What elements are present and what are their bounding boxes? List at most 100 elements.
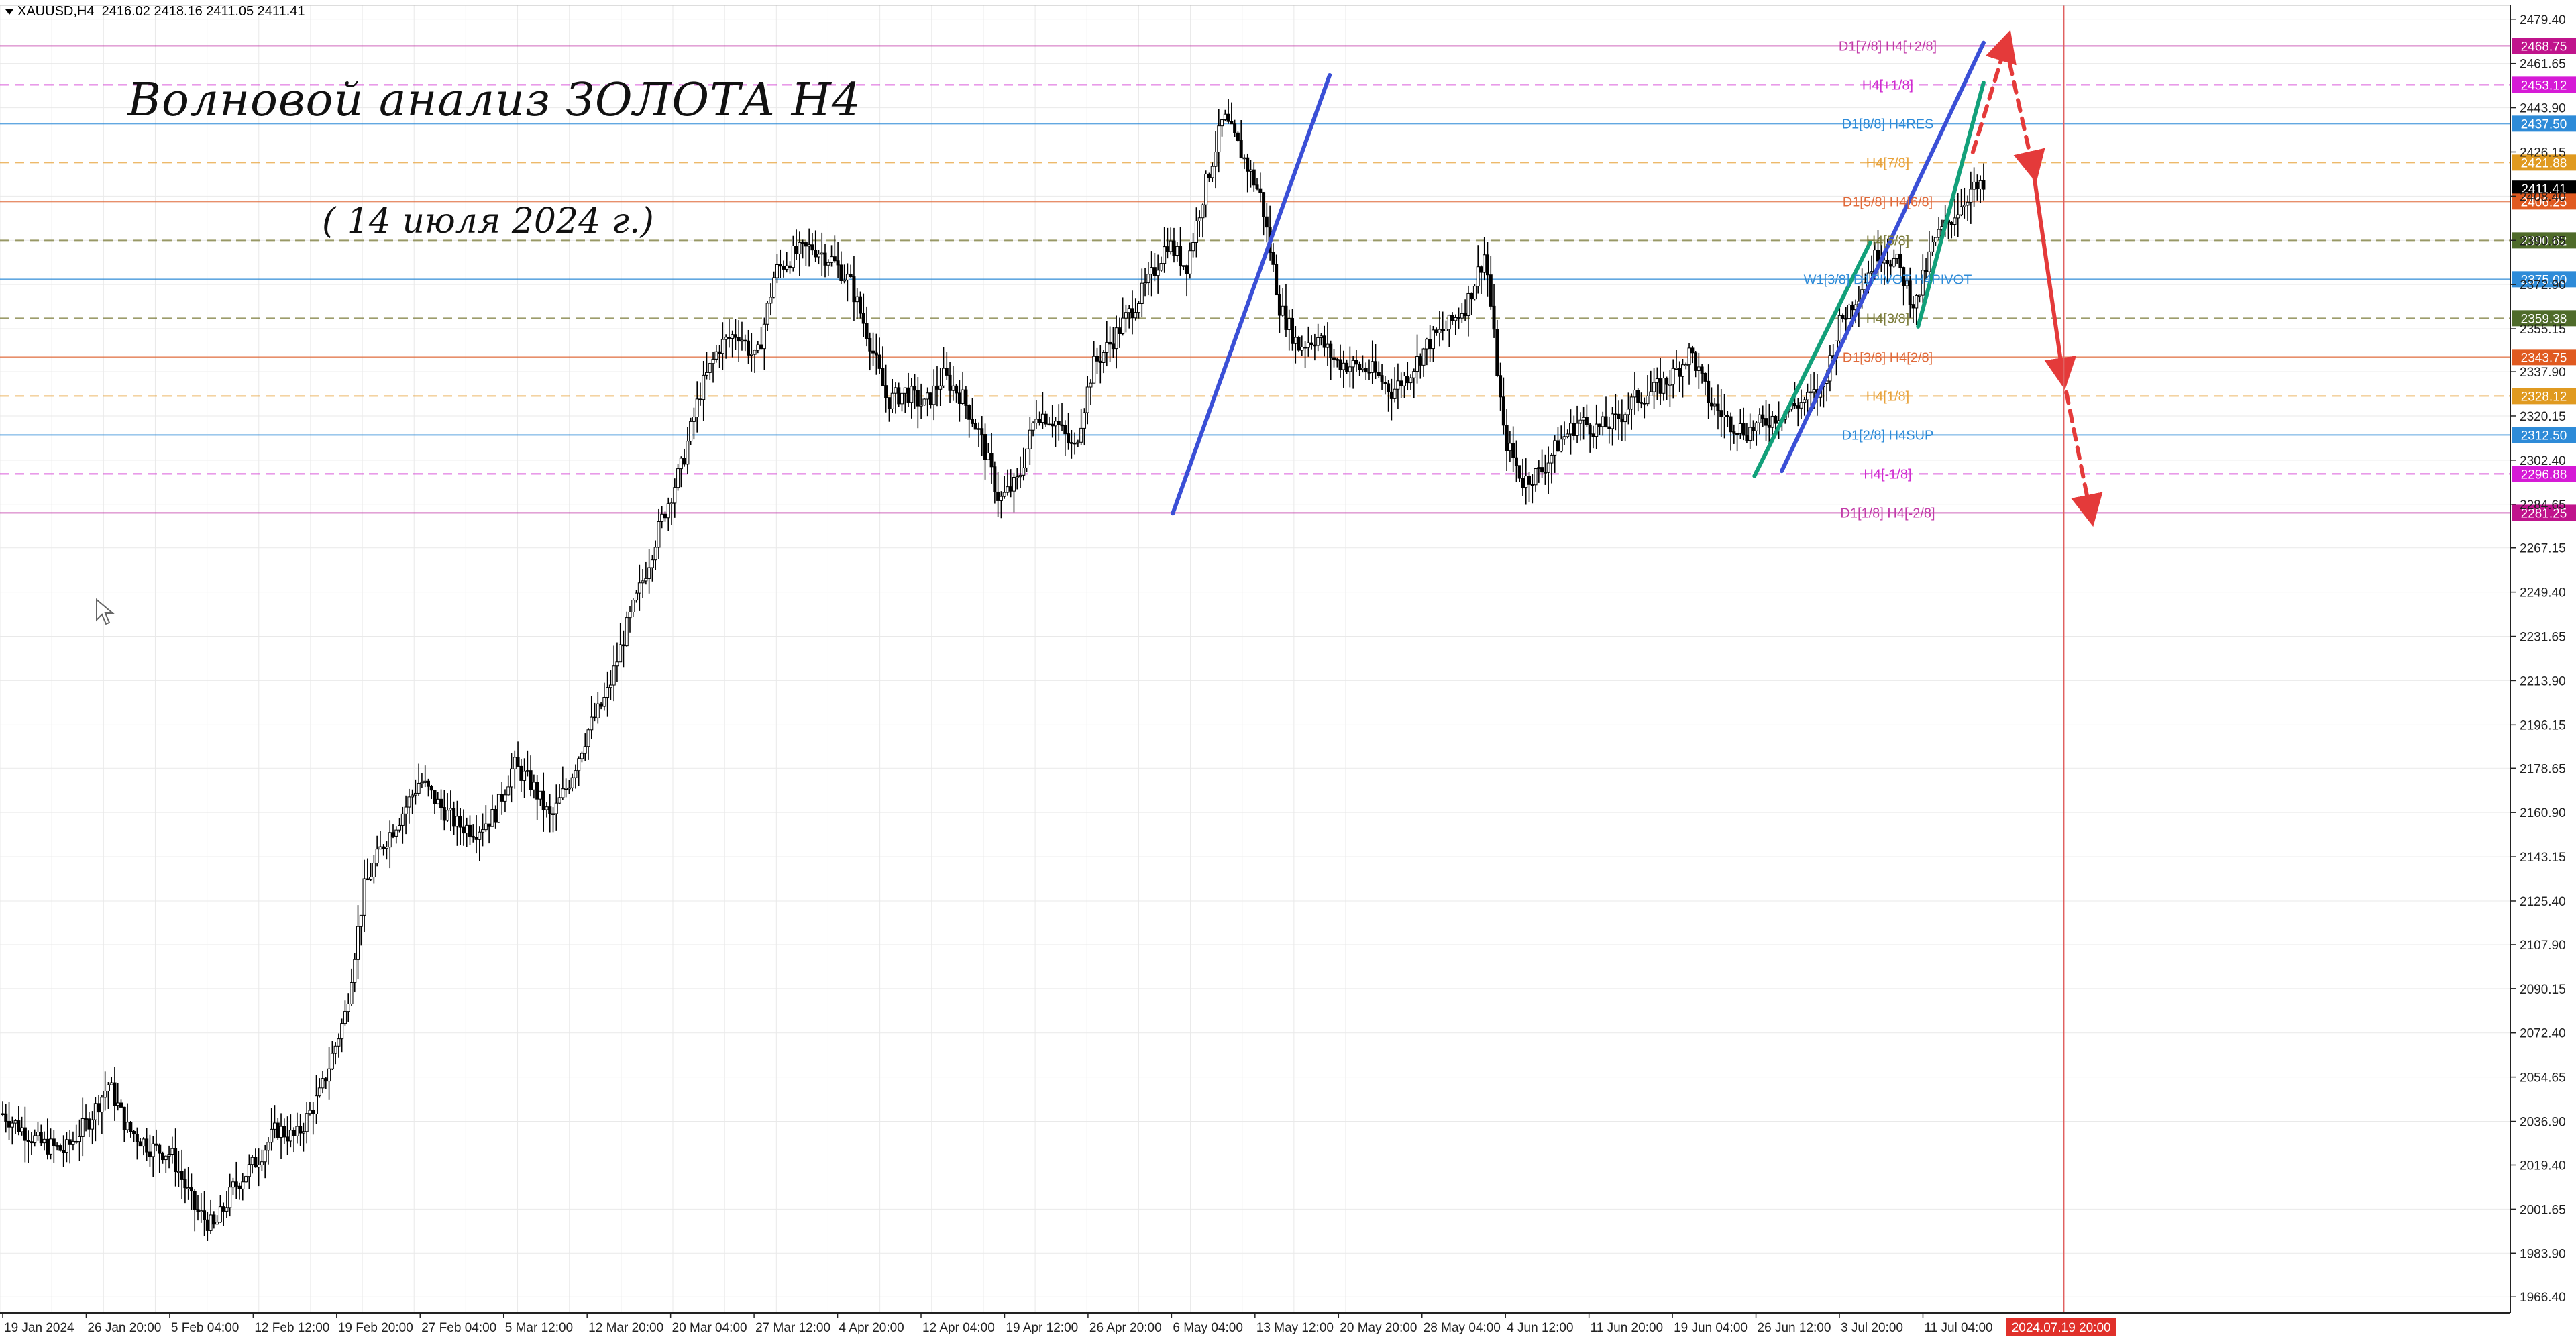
candle-body	[858, 296, 862, 314]
candle-body	[382, 846, 386, 849]
candle-body	[158, 1144, 162, 1154]
candle-body	[1345, 362, 1349, 372]
candle-body	[221, 1206, 225, 1212]
candle-body	[608, 684, 612, 688]
candle-body	[1902, 267, 1906, 286]
candle-body	[973, 423, 977, 430]
candle-body	[804, 242, 808, 247]
ohlc-readout: 2416.02 2418.16 2411.05 2411.41	[101, 4, 305, 19]
candle-body	[417, 782, 421, 794]
candle-body	[938, 385, 943, 390]
level-label: H4[+1/8]	[1862, 78, 1913, 93]
x-tick-label: 5 Mar 12:00	[505, 1321, 573, 1335]
candle-body	[980, 428, 984, 435]
candle-body	[807, 244, 811, 247]
candle-body	[1514, 457, 1518, 466]
candle-body	[113, 1082, 117, 1106]
candle-body	[286, 1136, 290, 1142]
y-tick-label: 2479.40	[2520, 13, 2566, 28]
candle-body	[1015, 476, 1019, 478]
candle-body	[1709, 402, 1713, 407]
candle-body	[1681, 364, 1685, 377]
candle-body	[1018, 474, 1022, 478]
forecast-arrow	[1970, 30, 2017, 155]
candle-body	[58, 1145, 62, 1151]
current-time-tag	[2006, 1318, 2116, 1336]
candle-body	[1463, 313, 1467, 317]
candle-body	[1886, 260, 1890, 265]
candle-body	[1649, 391, 1653, 396]
candle-body	[1806, 392, 1810, 400]
candle-body	[596, 703, 600, 718]
x-tick-label: 4 Apr 20:00	[839, 1321, 904, 1335]
candle-body	[429, 786, 433, 791]
candle-body	[922, 398, 926, 406]
level-label: H4[1/8]	[1866, 389, 1909, 404]
candle-body	[506, 786, 511, 796]
candle-body	[1415, 356, 1419, 372]
candle-body	[1438, 329, 1442, 333]
candle-body	[698, 398, 702, 400]
candle-body	[1662, 378, 1666, 394]
candle-body	[1156, 270, 1160, 276]
candle-body	[647, 567, 651, 579]
candle-body	[487, 823, 491, 827]
x-tick-label: 20 Mar 04:00	[672, 1321, 747, 1335]
candle-body	[1405, 376, 1409, 384]
candle-body	[228, 1187, 232, 1208]
candle-body	[1684, 364, 1688, 366]
candle-body	[1409, 377, 1413, 384]
candle-body	[580, 753, 584, 759]
candle-body	[1239, 140, 1243, 159]
candle-body	[705, 372, 709, 376]
x-tick-label: 26 Jun 12:00	[1758, 1321, 1831, 1335]
y-tick-label: 2426.15	[2520, 146, 2566, 160]
price-tag	[2512, 76, 2576, 93]
candle-body	[1876, 250, 1880, 262]
candle-body	[1421, 348, 1426, 366]
price-tag-text: 2406.25	[2521, 195, 2567, 209]
candle-body	[1735, 433, 1739, 435]
candle-body	[881, 368, 885, 386]
candle-body	[619, 644, 623, 663]
candle-body	[814, 250, 818, 258]
candle-body	[1454, 317, 1458, 321]
candle-body	[1674, 368, 1678, 370]
candle-body	[785, 265, 789, 270]
candle-body	[510, 768, 514, 788]
candle-body	[1258, 188, 1263, 193]
candle-body	[1002, 492, 1006, 497]
candle-body	[727, 337, 731, 339]
candle-body	[673, 487, 677, 504]
candle-body	[26, 1140, 30, 1142]
candle-body	[1441, 329, 1445, 331]
candle-body	[519, 765, 523, 781]
candle-body	[900, 392, 904, 405]
candle-body	[816, 254, 820, 258]
menu-triangle-icon[interactable]	[5, 9, 13, 15]
candle-body	[772, 277, 776, 298]
candle-body	[199, 1210, 203, 1212]
candle-body	[1210, 166, 1214, 178]
candle-body	[1402, 376, 1406, 386]
candle-body	[877, 354, 881, 369]
candle-body	[132, 1131, 136, 1135]
candle-body	[398, 824, 402, 831]
candle-body	[1252, 169, 1256, 186]
candle-body	[215, 1222, 219, 1225]
candle-body	[913, 386, 917, 391]
candle-body	[1927, 251, 1931, 272]
candle-body	[1613, 413, 1617, 415]
candle-body	[612, 665, 616, 686]
candle-body	[1057, 421, 1061, 425]
candle-body	[1060, 424, 1064, 427]
candle-body	[903, 387, 907, 394]
candle-body	[689, 421, 693, 442]
candle-body	[1130, 308, 1134, 319]
price-axis: 2479.40 2461.65 2443.90 2426.15 2408.40 2390.…	[2510, 13, 2566, 1305]
price-tag-text: 2281.25	[2521, 506, 2567, 521]
candle-body	[1364, 368, 1368, 373]
candle-body	[551, 813, 555, 815]
candle-body	[183, 1179, 187, 1189]
